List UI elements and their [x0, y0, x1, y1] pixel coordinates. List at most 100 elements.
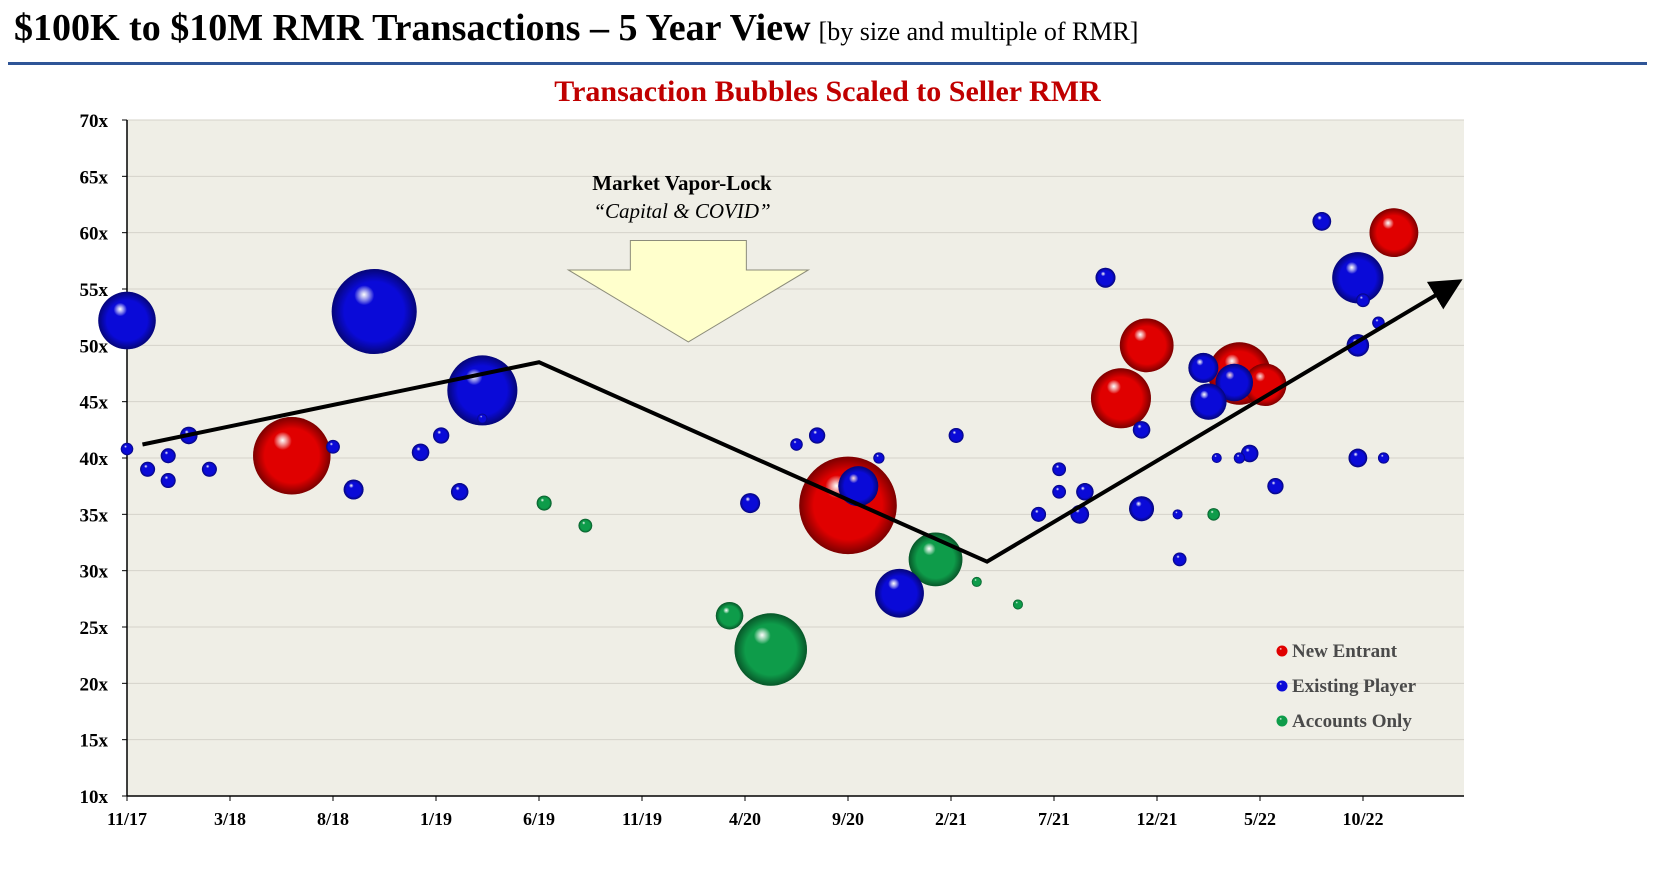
legend: New Entrant Existing Player Accounts Only — [1276, 641, 1417, 732]
existing-player-bubble — [1172, 509, 1183, 520]
existing-player-bubble — [326, 439, 340, 454]
x-tick-label: 3/18 — [214, 809, 246, 829]
trend-line — [142, 279, 1463, 564]
existing-player-bubble — [1172, 552, 1187, 567]
y-tick-label: 35x — [80, 505, 109, 526]
y-tick-label: 50x — [80, 336, 109, 357]
existing-player-bubble — [1332, 252, 1384, 304]
existing-player-bubble — [1377, 452, 1390, 464]
x-tick-label: 1/19 — [420, 809, 452, 829]
page-subtitle: [by size and multiple of RMR] — [818, 17, 1139, 46]
x-tick-label: 2/21 — [935, 809, 967, 829]
existing-player-bubble — [808, 427, 826, 444]
axes: 10x 15x 20x 25x 30x 35x 40x 45x 50x 55x 60x 65x 70x 1… — [80, 111, 1464, 829]
existing-player-bubble — [740, 493, 761, 514]
y-tick-label: 25x — [80, 618, 109, 639]
annotation-title: Market Vapor-Lock — [592, 171, 772, 195]
legend-marker-existing-player — [1276, 680, 1288, 692]
existing-player-bubble — [1031, 506, 1047, 522]
existing-player-bubble — [838, 466, 879, 507]
legend-marker-accounts-only — [1276, 715, 1288, 727]
existing-player-bubble — [140, 461, 156, 477]
y-tick-label: 15x — [80, 731, 109, 752]
existing-player-bubble — [1095, 267, 1116, 288]
legend-marker-new-entrant — [1276, 645, 1288, 657]
accounts-only-bubble — [1207, 508, 1220, 521]
y-tick-label: 10x — [80, 787, 109, 808]
existing-player-bubble — [790, 438, 803, 451]
existing-player-bubble — [1233, 452, 1246, 464]
existing-player-bubble — [1240, 444, 1259, 463]
x-tick-label: 11/19 — [622, 809, 662, 829]
y-tick-label: 20x — [80, 674, 109, 695]
y-tick-label: 60x — [80, 224, 109, 245]
existing-player-bubble — [1312, 212, 1332, 231]
existing-player-bubble — [1267, 478, 1284, 495]
vapor-lock-annotation: Market Vapor-Lock “Capital & COVID” — [566, 171, 811, 343]
existing-player-bubble — [160, 473, 176, 489]
existing-player-bubble — [948, 427, 964, 443]
new-entrant-bubble — [253, 416, 331, 495]
existing-player-bubble — [1129, 496, 1155, 522]
x-tick-label: 5/22 — [1244, 809, 1276, 829]
new-entrant-bubble — [1090, 368, 1151, 429]
y-tick-label: 40x — [80, 449, 109, 470]
x-tick-label: 8/18 — [317, 809, 349, 829]
x-tick-label: 4/20 — [729, 809, 761, 829]
existing-player-bubble — [433, 427, 450, 444]
existing-player-bubble — [1052, 462, 1067, 477]
chart-title: Transaction Bubbles Scaled to Seller RMR — [554, 75, 1101, 108]
x-tick-label: 9/20 — [832, 809, 864, 829]
bubbles — [98, 208, 1419, 686]
existing-player-bubble — [1076, 483, 1094, 501]
existing-player-bubble — [1348, 448, 1368, 468]
existing-player-bubble — [1052, 484, 1067, 499]
existing-player-bubble — [1132, 421, 1151, 439]
existing-player-bubble — [1188, 352, 1219, 383]
y-tick-label: 30x — [80, 562, 109, 583]
accounts-only-bubble — [1012, 599, 1023, 610]
y-tick-label: 70x — [80, 111, 109, 132]
existing-player-bubble — [1356, 293, 1370, 308]
existing-player-bubble — [331, 269, 417, 355]
existing-player-bubble — [98, 291, 156, 350]
legend-label-accounts-only: Accounts Only — [1292, 711, 1412, 732]
existing-player-bubble — [477, 413, 488, 424]
x-tick-label: 7/21 — [1038, 809, 1070, 829]
y-tick-label: 45x — [80, 393, 109, 414]
header-rule — [8, 62, 1647, 65]
existing-player-bubble — [1211, 453, 1222, 463]
existing-player-bubble — [873, 452, 885, 464]
x-tick-label: 12/21 — [1136, 809, 1177, 829]
existing-player-bubble — [450, 483, 469, 501]
page-header: $100K to $10M RMR Transactions – 5 Year … — [14, 6, 1138, 50]
accounts-only-bubble — [536, 495, 552, 511]
y-tick-label: 55x — [80, 280, 109, 301]
new-entrant-bubble — [1119, 318, 1174, 373]
accounts-only-bubble — [715, 601, 744, 630]
existing-player-bubble — [411, 443, 430, 462]
y-tick-label: 65x — [80, 167, 109, 188]
existing-player-bubble — [343, 479, 364, 500]
legend-label-existing-player: Existing Player — [1292, 676, 1417, 697]
x-tick-label: 10/22 — [1342, 809, 1383, 829]
annotation-subtitle: “Capital & COVID” — [593, 199, 770, 223]
existing-player-bubble — [201, 461, 217, 477]
existing-player-bubble — [875, 568, 924, 618]
existing-player-bubble — [1215, 363, 1253, 402]
accounts-only-bubble — [971, 576, 982, 587]
x-tick-label: 6/19 — [523, 809, 555, 829]
trend-line-group — [142, 279, 1463, 564]
legend-label-new-entrant: New Entrant — [1292, 641, 1398, 662]
new-entrant-bubble — [1243, 363, 1287, 407]
new-entrant-bubble — [1369, 208, 1419, 258]
existing-player-bubble — [120, 442, 134, 456]
existing-player-bubble — [1190, 383, 1227, 420]
down-arrow-shape — [566, 240, 811, 343]
page-title: $100K to $10M RMR Transactions – 5 Year … — [14, 7, 811, 49]
x-tick-label: 11/17 — [107, 809, 147, 829]
existing-player-bubble — [447, 355, 518, 426]
existing-player-bubble — [160, 448, 176, 464]
accounts-only-bubble — [734, 613, 807, 686]
